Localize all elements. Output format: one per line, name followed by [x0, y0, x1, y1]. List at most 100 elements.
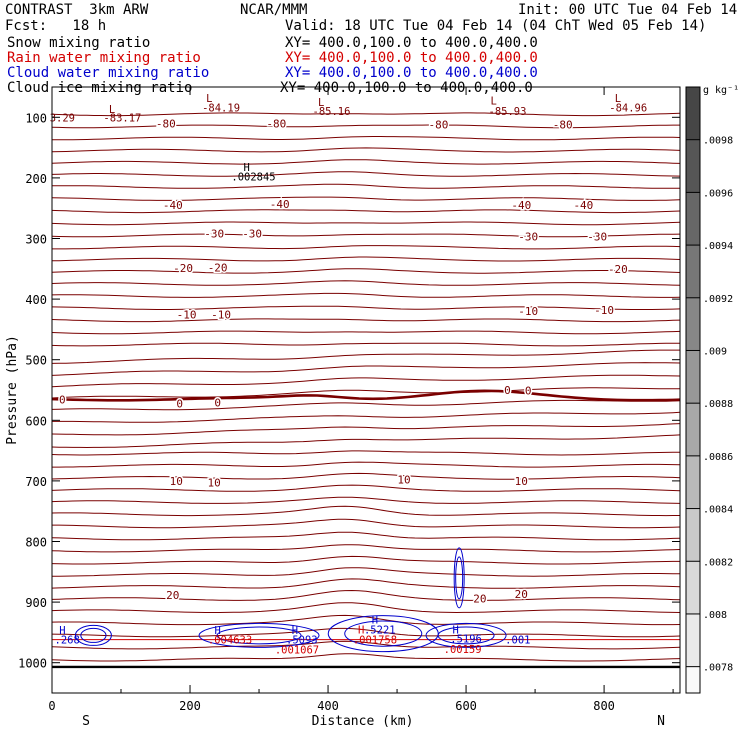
isotherm-contour: [51, 233, 681, 238]
field-xy-snow: XY= 400.0,100.0 to 400.0,400.0: [285, 35, 538, 51]
isotherm-contour: [51, 589, 681, 601]
isotherm-label: 20: [473, 592, 486, 605]
zero-isotherm-contour: [51, 389, 681, 402]
extremum-label: H: [292, 625, 298, 637]
colorbar-segment: [686, 613, 700, 667]
x-tick-label: 200: [179, 699, 201, 713]
isotherm-contour: [51, 434, 681, 449]
isotherm-contour: [51, 342, 680, 347]
isotherm-label: -40: [511, 199, 531, 212]
colorbar-label: .0096: [703, 188, 733, 199]
colorbar-label: .009: [703, 346, 727, 357]
isotherm-label: -80: [429, 119, 449, 132]
isotherm-contour: [51, 330, 681, 335]
isotherm-label: 10: [515, 475, 528, 488]
y-tick-label: 500: [25, 354, 47, 368]
x-tick-label: 800: [593, 699, 615, 713]
colorbar-label: .0084: [703, 505, 733, 516]
header-title: CONTRAST 3km ARW: [5, 2, 149, 18]
isotherm-contour: [52, 567, 681, 577]
extremum-label: .001758: [353, 635, 397, 647]
isotherm-label: -80: [266, 117, 286, 130]
y-axis-title: Pressure (hPa): [5, 335, 20, 445]
colorbar-label: .0092: [703, 294, 733, 305]
isotherm-contour: [51, 544, 681, 553]
extremum-label: H: [453, 624, 459, 636]
cloud-water-contour: [344, 620, 423, 647]
field-xy-rain: XY= 400.0,100.0 to 400.0,400.0: [285, 50, 538, 66]
isotherm-contour: [51, 268, 681, 274]
field-name-rain: Rain water mixing ratio: [7, 50, 201, 66]
extremum-label: .00159: [444, 644, 482, 656]
extremum-label: .268: [55, 635, 80, 647]
isotherm-label: 10: [170, 475, 183, 488]
extremum-label: L: [206, 93, 212, 105]
extremum-label: L: [615, 93, 621, 105]
field-name-cloud-water: Cloud water mixing ratio: [7, 65, 210, 81]
isotherm-contour: [51, 318, 681, 323]
colorbar-segment: [686, 508, 700, 562]
isotherm-contour: [52, 136, 681, 141]
extremum-label: .002845: [231, 172, 275, 184]
isotherm-label: -80: [553, 119, 573, 132]
extremum-label: .001067: [275, 644, 319, 656]
extremum-label: H: [243, 162, 249, 174]
isotherm-contour: [51, 531, 681, 541]
y-tick-label: 100: [25, 111, 47, 125]
isotherm-label: 20: [515, 588, 528, 601]
isotherm-contour: [51, 653, 681, 662]
y-tick-label: 700: [25, 475, 47, 489]
colorbar-segment: [686, 297, 700, 351]
isotherm-label: 0: [525, 385, 532, 398]
extremum-label: .004633: [208, 635, 252, 647]
isotherm-contour: [51, 602, 681, 614]
extremum-label: -85.16: [313, 106, 351, 118]
isotherm-label: -20: [208, 262, 228, 275]
isotherm-contour: [51, 349, 680, 364]
colorbar-segment: [686, 350, 700, 404]
isotherm-contour: [51, 496, 681, 504]
isotherm-contour: [51, 256, 681, 262]
isotherm-contour: [51, 183, 680, 189]
isotherm-contour: [51, 578, 681, 589]
extremum-label: .5221: [364, 624, 396, 636]
cloud-water-contour: [198, 622, 320, 648]
isotherm-contour: [52, 518, 681, 529]
cloud-water-contour: [453, 547, 465, 609]
header-org: NCAR/MMM: [240, 2, 308, 18]
cloud-water-contour: [437, 626, 495, 645]
y-tick-label: 600: [25, 414, 47, 428]
colorbar-segment: [686, 245, 700, 298]
cloud-water-contour: [74, 624, 112, 646]
isotherm-label: 0: [504, 384, 511, 397]
colorbar-frame: [685, 86, 701, 694]
isotherm-contour: [51, 505, 680, 517]
colorbar-segment: [686, 455, 700, 509]
extremum-label: L: [491, 95, 497, 107]
colorbar-label: .0078: [703, 663, 733, 674]
isotherm-contour: [51, 387, 680, 399]
colorbar-segment: [686, 139, 700, 193]
field-name-snow: Snow mixing ratio: [7, 35, 151, 51]
y-tick-label: 400: [25, 293, 47, 307]
isotherm-contour: [51, 423, 681, 436]
isotherm-contour: [51, 472, 681, 480]
extremum-label: H: [214, 625, 220, 637]
x-tick-label: 0: [48, 699, 55, 713]
isotherm-contour: [51, 450, 680, 456]
y-tick-label: 900: [25, 596, 47, 610]
header-init: Init: 00 UTC Tue 04 Feb 14: [518, 2, 738, 18]
isotherm-contour: [51, 221, 681, 226]
isotherm-contour: [51, 362, 681, 376]
isotherm-label: 10: [397, 474, 410, 487]
isotherm-label: -10: [177, 308, 197, 321]
extremum-label: H: [358, 624, 364, 636]
extremum-label: .001: [505, 635, 530, 647]
colorbar-label: .0082: [703, 557, 733, 568]
isotherm-contour: [51, 374, 681, 388]
isotherm-label: -40: [163, 199, 183, 212]
isotherm-contour: [51, 124, 680, 129]
y-tick-label: 300: [25, 233, 47, 247]
isotherm-label: 20: [166, 589, 179, 602]
